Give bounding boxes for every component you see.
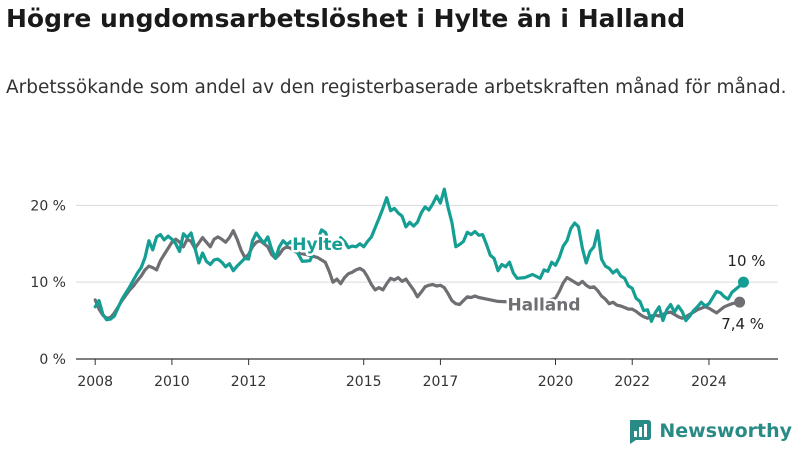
series-line-halland	[93, 229, 742, 320]
x-tick-label: 2022	[614, 374, 650, 390]
series-line-hylte	[93, 187, 746, 323]
grid-layer: 0 % 10 % 20 % 2008 2010 2012 2015 2017 2020 2022 2…	[30, 198, 778, 390]
y-tick-label: 20 %	[30, 198, 66, 214]
newsworthy-logo-icon	[630, 420, 652, 444]
brand[interactable]: Newsworthy	[627, 416, 792, 446]
y-tick-label: 10 %	[30, 275, 66, 291]
series-name-label-halland: Halland	[507, 296, 580, 316]
y-tick-label: 0 %	[39, 352, 66, 368]
x-tick-label: 2017	[423, 374, 459, 390]
chart-subtitle: Arbetssökande som andel av den registerb…	[6, 77, 787, 98]
x-tick-label: 2024	[691, 374, 727, 390]
x-tick-label: 2010	[154, 374, 190, 390]
end-value-label-hylte: 10 %	[727, 252, 765, 270]
series-name-label-hylte: Hylte	[292, 235, 343, 255]
end-value-label-halland: 7,4 %	[721, 315, 764, 333]
end-point-halland	[734, 296, 746, 308]
x-tick-label: 2012	[231, 374, 267, 390]
x-tick-label: 2008	[77, 374, 113, 390]
x-tick-label: 2020	[538, 374, 574, 390]
brand-name: Newsworthy	[659, 420, 792, 442]
end-point-hylte	[737, 276, 749, 288]
x-tick-label: 2015	[346, 374, 382, 390]
series-layer	[93, 187, 749, 323]
chart-title: Högre ungdomsarbetslöshet i Hylte än i H…	[6, 4, 686, 33]
label-layer: 7,4 % 10 % Hylte Halland	[290, 232, 766, 333]
